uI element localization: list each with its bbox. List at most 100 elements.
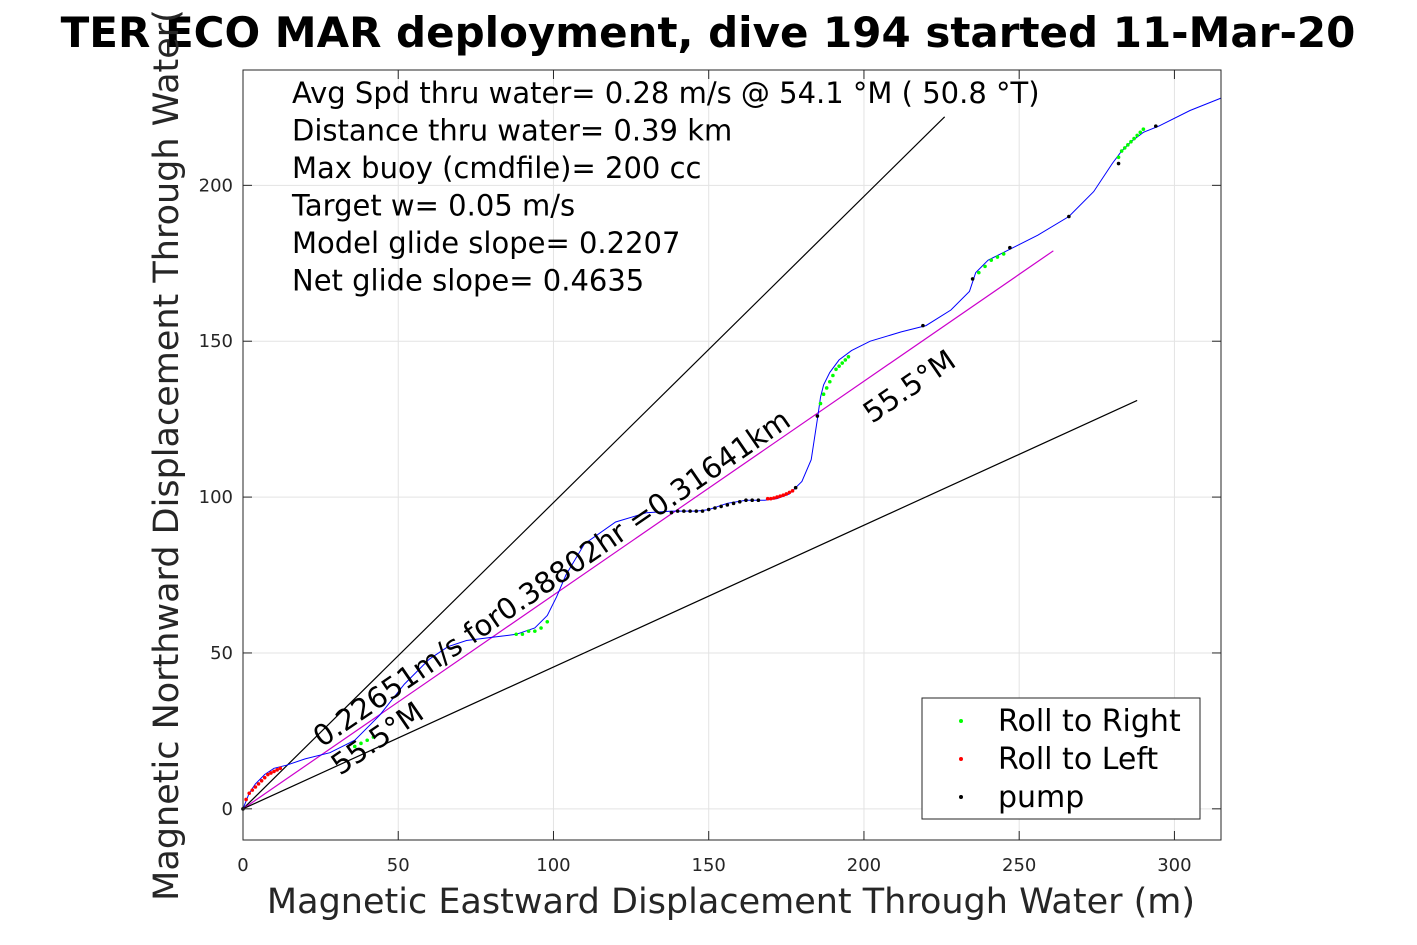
marker-roll-to-left [781,493,786,498]
legend-marker-pump [959,795,963,799]
marker-roll-to-right [831,373,835,378]
marker-roll-to-left [266,772,270,777]
marker-roll-to-right [1119,149,1124,153]
marker-roll-to-right [1122,146,1127,150]
marker-pump [713,506,717,510]
marker-roll-to-right [539,626,543,630]
x-tick-label-6: 300 [1157,855,1191,876]
marker-pump [731,501,736,506]
marker-roll-to-left [787,490,792,495]
info-line-3: Target w= 0.05 m/s [291,189,575,223]
marker-roll-to-left [262,775,267,780]
marker-roll-to-left [244,797,248,802]
marker-pump [700,509,705,513]
marker-roll-to-right [359,741,363,746]
guide-line-center [242,250,1054,810]
guide-line-lower [242,399,1138,810]
y-tick-label-2: 100 [199,487,233,508]
marker-pump [725,503,730,507]
marker-pump [1067,214,1071,219]
marker-pump [719,504,723,509]
marker-roll-to-right [526,629,531,633]
y-tick-label-1: 50 [210,643,233,664]
x-tick-labels: 0 50 100 150 200 250 300 [237,855,1191,876]
info-line-5: Net glide slope= 0.4635 [292,264,644,298]
marker-pump [744,498,748,503]
legend-box [921,697,1201,820]
marker-layer [241,124,1158,811]
marker-roll-to-right [821,392,826,397]
marker-roll-to-left [278,766,283,771]
marker-pump [756,498,761,503]
marker-roll-to-right [834,367,838,372]
legend: Roll to Right Roll to Left pump [921,697,1201,820]
info-line-0: Avg Spd thru water= 0.28 m/s @ 54.1 °M (… [292,76,1040,110]
marker-roll-to-left [256,782,261,786]
marker-roll-to-right [1141,127,1146,132]
marker-roll-to-right [1129,139,1133,144]
tick-marks [242,70,1221,840]
guide-lines [242,116,1138,810]
x-tick-label-1: 50 [387,855,410,876]
legend-label-roll-left: Roll to Left [998,742,1158,777]
marker-roll-to-right [1135,133,1139,138]
marker-roll-to-right [843,358,848,362]
marker-pump [970,277,975,281]
marker-roll-to-left [775,495,779,499]
marker-roll-to-right [371,735,376,739]
marker-roll-to-left [253,785,258,789]
plot-area [241,69,1222,841]
legend-marker-roll-right [959,719,963,723]
chart-title: TER ECO MAR deployment, dive 194 started… [61,8,1356,57]
x-tick-label-2: 100 [536,855,570,876]
info-text-block: Avg Spd thru water= 0.28 m/s @ 54.1 °M (… [291,76,1040,298]
marker-roll-to-right [828,379,832,384]
marker-roll-to-right [514,632,519,637]
marker-roll-to-left [778,494,782,498]
marker-pump [815,414,820,418]
marker-pump [921,323,925,328]
marker-roll-to-right [1132,136,1136,141]
marker-roll-to-right [1138,130,1143,135]
marker-pump [793,485,798,490]
marker-roll-to-right [520,632,525,637]
marker-roll-to-right [837,364,841,368]
marker-roll-to-right [545,619,550,624]
marker-roll-to-right [533,629,537,633]
info-line-2: Max buoy (cmdfile)= 200 cc [292,151,701,185]
plot-frame [242,69,1222,841]
x-tick-label-0: 0 [237,855,248,876]
marker-roll-to-left [259,778,264,783]
legend-marker-roll-left [959,757,963,761]
y-tick-label-0: 0 [222,799,233,820]
marker-pump [669,510,674,515]
x-tick-label-3: 150 [692,855,726,876]
marker-roll-to-left [272,769,276,774]
y-tick-label-4: 200 [199,175,233,196]
marker-roll-to-right [995,255,1000,259]
marker-pump [682,509,686,513]
marker-roll-to-left [247,791,252,796]
marker-pump [694,509,699,513]
marker-roll-to-left [769,496,773,501]
x-tick-label-4: 200 [847,855,881,876]
marker-roll-to-right [840,361,845,365]
marker-roll-to-left [784,492,789,496]
grid [242,70,1221,840]
marker-roll-to-right [977,270,981,275]
guide-line-upper [242,116,946,810]
y-tick-labels: 0 50 100 150 200 [199,175,233,819]
marker-pump [737,499,742,504]
marker-roll-to-left [275,768,279,772]
x-tick-label-5: 250 [1002,855,1036,876]
marker-pump [675,509,680,513]
marker-roll-to-right [1116,155,1121,160]
y-tick-label-3: 150 [199,331,233,352]
marker-roll-to-right [983,264,987,269]
y-axis-label: Magnetic Northward Displacement Through … [147,9,187,901]
marker-roll-to-left [790,489,795,493]
marker-pump [706,507,711,512]
marker-roll-to-left [772,496,776,500]
marker-roll-to-right [818,401,823,406]
